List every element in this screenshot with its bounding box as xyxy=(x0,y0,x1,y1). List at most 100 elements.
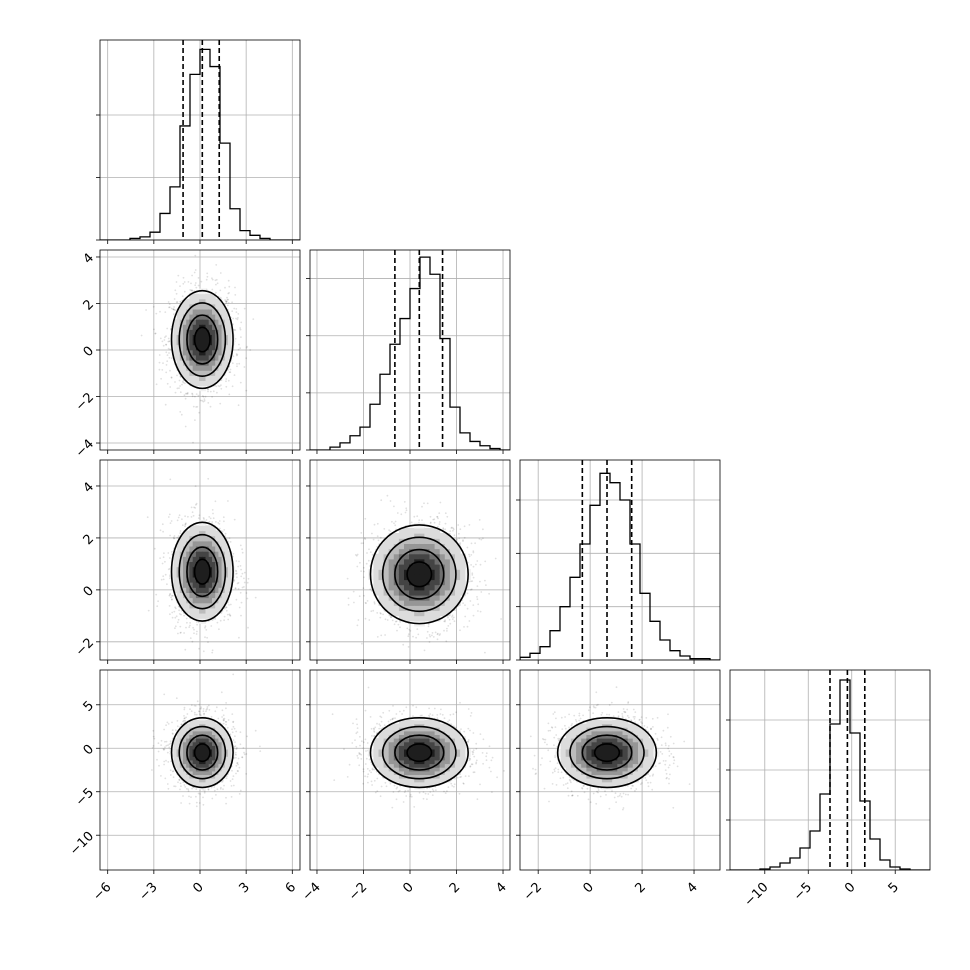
density-cell xyxy=(205,571,210,578)
scatter-point xyxy=(235,772,237,775)
scatter-point xyxy=(634,721,636,724)
scatter-point xyxy=(180,785,182,788)
density-cell xyxy=(404,579,410,586)
scatter-point xyxy=(541,738,544,740)
scatter-point xyxy=(624,711,626,713)
scatter-point xyxy=(615,686,618,689)
scatter-point xyxy=(469,588,472,591)
density-cell xyxy=(199,545,203,552)
scatter-point xyxy=(384,634,386,636)
density-cell xyxy=(199,360,203,366)
scatter-point xyxy=(176,387,179,390)
density-cell xyxy=(632,752,639,757)
density-cell xyxy=(439,558,446,565)
scatter-point xyxy=(206,706,209,708)
density-cell xyxy=(218,349,223,356)
density-cells-5 xyxy=(555,716,660,790)
density-cell xyxy=(202,727,207,732)
scatter-point xyxy=(204,636,206,639)
scatter-point xyxy=(471,580,474,582)
scatter-point xyxy=(157,750,160,753)
scatter-point xyxy=(558,737,561,740)
scatter-point xyxy=(664,769,667,771)
density-cell xyxy=(189,734,194,739)
scatter-point xyxy=(165,335,167,337)
density-cell xyxy=(414,610,420,617)
scatter-point xyxy=(218,520,221,522)
density-cell xyxy=(208,319,213,325)
scatter-point xyxy=(371,767,374,770)
density-cell xyxy=(218,370,223,376)
density-cell xyxy=(617,781,624,786)
density-cell xyxy=(409,727,415,732)
joint-panel-2-1 xyxy=(306,459,511,664)
density-cell xyxy=(455,767,461,772)
contour-level-1 xyxy=(394,734,445,771)
scatter-point xyxy=(431,632,434,634)
scatter-point xyxy=(239,347,242,350)
density-cell xyxy=(192,551,197,557)
scatter-point xyxy=(466,625,469,628)
scatter-point xyxy=(404,789,407,792)
density-cell xyxy=(215,723,219,728)
density-cell xyxy=(434,615,441,622)
density-cell xyxy=(212,767,216,772)
scatter-point xyxy=(550,726,553,728)
scatter-point xyxy=(173,306,176,308)
density-cell xyxy=(195,308,200,315)
density-cell xyxy=(434,767,441,772)
density-cell xyxy=(424,579,431,586)
density-cell xyxy=(398,610,405,617)
density-cell xyxy=(179,730,184,735)
density-cell xyxy=(632,749,639,754)
scatter-point xyxy=(364,601,367,604)
density-cell xyxy=(444,600,451,606)
density-cell xyxy=(434,574,441,581)
density-cell xyxy=(205,730,210,735)
density-cell xyxy=(638,745,644,750)
scatter-point xyxy=(188,795,190,798)
density-cell xyxy=(622,749,629,754)
scatter-point xyxy=(426,637,428,639)
scatter-point xyxy=(254,596,257,599)
scatter-point xyxy=(562,784,565,786)
density-cell xyxy=(622,781,629,786)
scatter-point xyxy=(171,598,173,601)
scatter-point xyxy=(352,590,355,593)
scatter-point xyxy=(194,282,197,284)
density-cell xyxy=(195,530,200,537)
density-cell xyxy=(632,741,639,746)
density-cell xyxy=(434,749,441,754)
scatter-point xyxy=(165,351,168,354)
density-cell xyxy=(215,582,219,588)
scatter-point xyxy=(259,750,262,752)
density-cell xyxy=(205,339,210,346)
density-cell xyxy=(195,324,200,330)
density-cell xyxy=(221,370,226,376)
scatter-point xyxy=(220,387,223,390)
scatter-point xyxy=(207,477,210,480)
density-cell xyxy=(378,741,385,746)
density-cell xyxy=(393,610,400,617)
density-cell xyxy=(186,607,190,614)
density-cell xyxy=(455,749,461,754)
density-cell xyxy=(215,592,219,599)
scatter-point xyxy=(162,748,165,750)
density-cell xyxy=(189,298,194,305)
scatter-point xyxy=(207,388,209,391)
density-cell xyxy=(409,569,415,575)
scatter-point xyxy=(665,772,668,775)
scatter-point xyxy=(181,380,184,383)
density-cell xyxy=(643,752,649,757)
scatter-point xyxy=(185,617,188,620)
scatter-point xyxy=(433,707,436,710)
scatter-point xyxy=(469,765,472,768)
density-cell xyxy=(560,752,567,757)
density-cell xyxy=(218,587,223,593)
density-cell xyxy=(173,752,178,757)
scatter-point xyxy=(364,538,367,540)
scatter-point xyxy=(664,760,667,762)
scatter-point xyxy=(183,290,186,293)
scatter-point xyxy=(474,542,476,545)
scatter-point xyxy=(243,577,245,580)
